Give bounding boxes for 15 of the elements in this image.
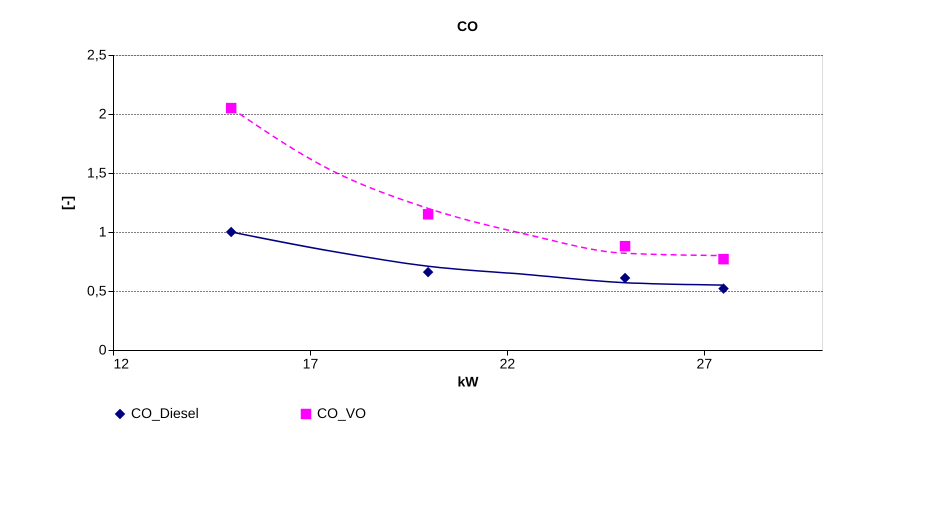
legend-label: CO_VO (317, 405, 366, 421)
legend-label: CO_Diesel (131, 405, 199, 421)
y-tick-label: 0,5 (87, 282, 107, 298)
x-tick-label: 22 (500, 356, 516, 372)
x-tick-label: 12 (114, 356, 130, 372)
y-axis-title: [-] (59, 196, 76, 210)
chart-title: CO (457, 18, 478, 34)
y-tick-label: 1,5 (87, 164, 107, 180)
x-tick-label: 17 (302, 356, 318, 372)
y-tick-label: 2,5 (87, 46, 107, 62)
y-tick-label: 1 (98, 224, 107, 240)
y-tick-label: 0 (98, 342, 107, 358)
y-tick-label: 2 (98, 106, 107, 122)
x-axis-title: kW (458, 374, 480, 390)
x-tick-label: 27 (696, 356, 712, 372)
